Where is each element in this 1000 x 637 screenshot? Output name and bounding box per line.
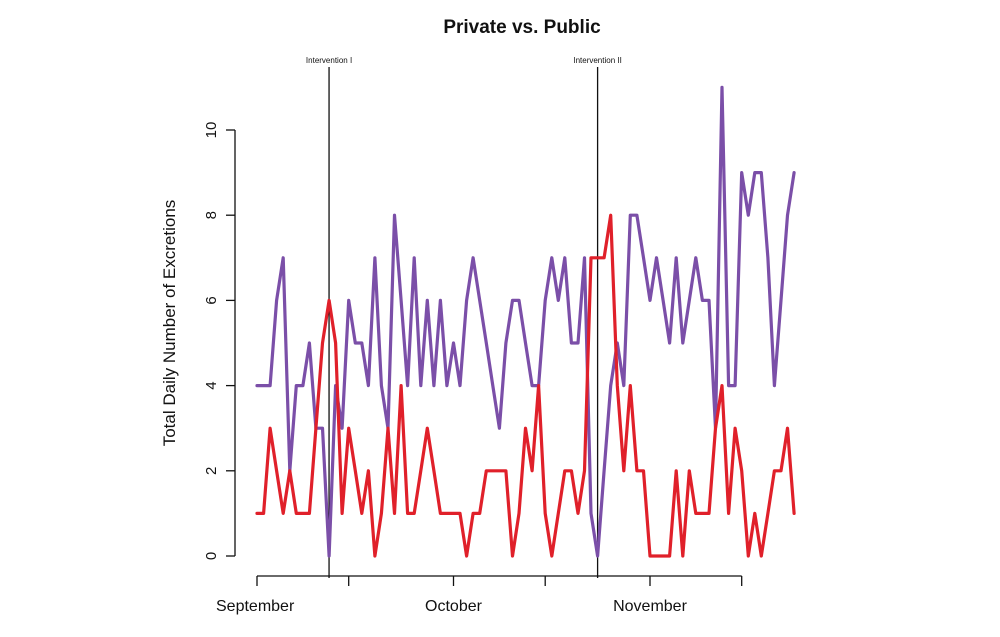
x-month-label: November [613, 598, 687, 615]
y-axis-label: Total Daily Number of Excretions [160, 200, 179, 447]
y-tick-label: 8 [203, 211, 220, 219]
intervention-label: Intervention II [573, 56, 621, 65]
chart-title: Private vs. Public [443, 17, 601, 38]
y-tick-label: 6 [203, 296, 220, 304]
y-tick-label: 0 [203, 552, 220, 560]
y-axis: 0 2 4 6 8 10 [203, 122, 236, 560]
intervention-markers: Intervention I Intervention II [306, 56, 622, 578]
series-line-public [255, 85, 796, 558]
y-tick-label: 2 [203, 467, 220, 475]
series-group [255, 85, 796, 558]
x-axis: September October November [216, 575, 743, 615]
y-tick-label: 10 [203, 122, 220, 139]
x-month-label: October [425, 598, 483, 615]
y-tick-label: 4 [203, 381, 220, 389]
series-line-private [255, 213, 796, 558]
intervention-label: Intervention I [306, 56, 352, 65]
x-month-label: September [216, 598, 295, 615]
